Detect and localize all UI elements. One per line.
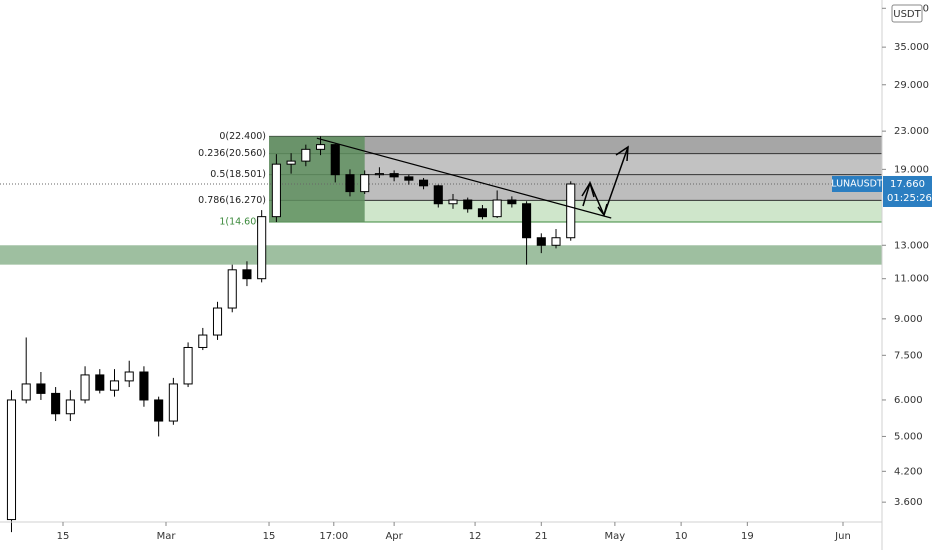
y-tick-label: 3.600 [894,497,923,508]
symbol-label: LUNAUSDT [831,178,883,189]
candle-body [257,216,267,280]
candle-body [242,269,252,280]
candle-body [433,185,443,205]
fib-band [269,136,882,154]
y-tick-label: 19.000 [894,164,929,175]
x-tick-label: 12 [469,531,482,542]
candle-body [6,399,17,521]
y-tick-label: 11.000 [894,274,929,285]
candle-body [139,371,149,401]
candle-body [271,163,281,218]
x-tick-label: 15 [57,531,70,542]
fib-label: 0(22.400) [219,131,266,142]
y-tick-label: 5.000 [894,431,923,442]
price-tag [883,175,932,207]
arrow-head [581,181,595,198]
arrow-head [615,145,629,162]
x-tick-label: 10 [675,531,688,542]
x-tick-label: 19 [741,531,754,542]
candle-body [536,237,546,246]
candle-body [109,380,120,391]
y-tick-label: 13.000 [894,240,929,251]
y-tick-label: 6.000 [894,395,923,406]
x-tick-label: 21 [535,531,548,542]
y-tick-label: 9.000 [894,314,923,325]
candle-body [227,269,237,309]
candle-body [286,160,296,165]
fib-label: 1(14.600) [219,217,266,228]
currency-label: USDT [893,9,921,20]
trendline [316,137,612,219]
x-tick-label: Jun [834,531,851,542]
candle-body [522,203,532,239]
candle-body [448,199,458,205]
fib-band [269,153,882,175]
candle-body [154,399,164,422]
candle-body [183,346,193,385]
x-tick-label: May [605,531,626,542]
y-tick-label: 35.000 [894,42,929,53]
candle-body [65,399,75,415]
fib-label: 0.236(20.560) [198,148,266,159]
currency-box[interactable] [891,4,923,23]
candle-body [198,334,208,348]
candle-body [80,374,90,401]
candle-body [389,173,399,178]
candle-body [463,199,473,210]
candle-body [315,144,326,150]
projection-arrow [582,146,629,218]
candle-body [374,173,384,176]
price-label: 17.660 [890,179,925,190]
fib-band [269,174,882,201]
candle-body [566,183,576,239]
y-tick-label: 4.200 [894,466,923,477]
candle-body [419,179,429,187]
candle-body [301,148,311,162]
candle-body [168,383,178,422]
x-tick-label: Apr [385,531,403,542]
candle-body [21,383,31,401]
support-zone [0,245,882,265]
fib-label: 0.5(18.501) [210,169,266,180]
candle-body [36,383,46,394]
candle-body [124,371,134,382]
y-tick-label: 29.000 [894,80,929,91]
x-tick-label: 17:00 [319,531,348,542]
x-tick-label: 15 [263,531,276,542]
fib-label: 0.786(16.270) [198,195,266,206]
arrow-head [597,203,608,217]
candle-body [330,144,340,176]
candle-body [345,174,355,193]
candle-body [212,307,223,336]
candle-body [404,176,414,181]
candle-body [551,237,561,246]
candle-body [477,208,487,218]
y-tick-label: 7.500 [894,350,923,361]
candle-body [492,199,502,218]
countdown-label: 01:25:26 [887,193,932,204]
x-tick-label: Mar [157,531,177,542]
fib-band [269,200,882,223]
candle-body [507,199,517,205]
y-tick-label: 23.000 [894,126,929,137]
symbol-tag [832,175,882,192]
candle-body [360,174,370,193]
candle-body [95,374,105,391]
candle-body [51,392,61,415]
